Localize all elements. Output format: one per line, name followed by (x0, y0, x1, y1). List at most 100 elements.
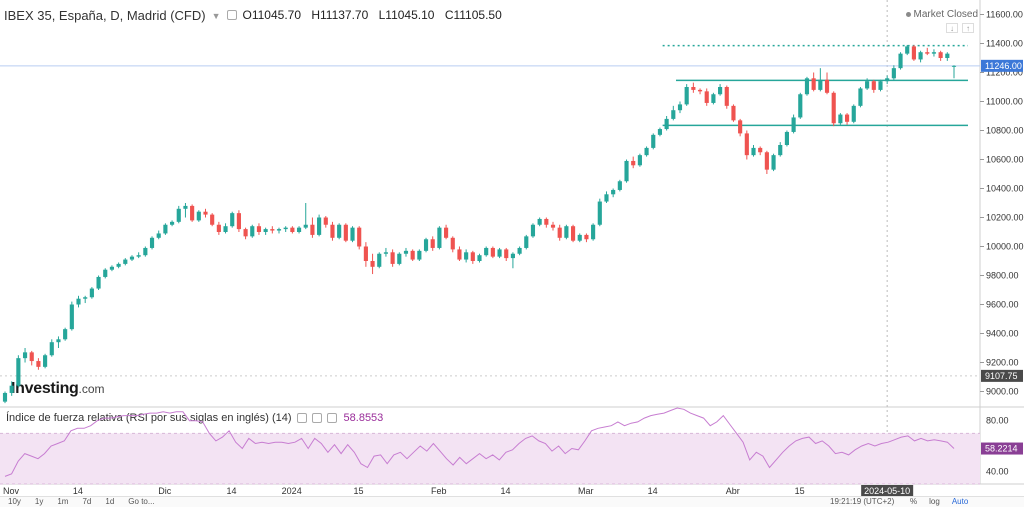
candle (878, 79, 883, 92)
time-tick-label: 14 (227, 486, 237, 496)
timeframe-buttons: 10y 1y 1m 7d 1d Go to... (8, 497, 155, 506)
price-tick-label: 10200.00 (986, 213, 1024, 223)
price-tick-label: 10000.00 (986, 242, 1024, 252)
candle (617, 179, 622, 192)
candle-body (524, 236, 529, 248)
candle-body (223, 226, 228, 232)
price-tag-box (981, 369, 1023, 382)
price-tag-label: 11246.00 (985, 61, 1022, 71)
candle-body (323, 217, 328, 225)
candle-body (76, 298, 81, 305)
candle-body (470, 252, 475, 261)
candle-body (170, 221, 175, 225)
candle-body (370, 261, 375, 267)
candle (851, 104, 856, 124)
scale-options: % log Auto (910, 497, 968, 506)
candle (510, 252, 515, 269)
candle-body (69, 304, 74, 330)
candle-body (570, 226, 576, 241)
candle-body (918, 52, 923, 60)
auto-toggle[interactable]: Auto (951, 497, 969, 506)
candle (123, 258, 128, 266)
price-tick-label: 10400.00 (986, 184, 1024, 194)
candle-body (103, 269, 108, 277)
price-tick-label: 9200.00 (986, 358, 1019, 368)
candle (784, 130, 789, 147)
candle-body (230, 213, 235, 227)
candle (196, 210, 201, 222)
price-tag-label: 9107.75 (985, 371, 1018, 381)
rsi-remove-icon[interactable] (326, 413, 337, 423)
rsi-band (0, 433, 980, 484)
candle-body (303, 224, 308, 228)
percent-toggle[interactable]: % (910, 497, 918, 506)
chart-canvas[interactable]: 9000.00 9200.00 9400.00 9600.00 9800.00 10000… (0, 0, 1024, 496)
candle-body (724, 87, 729, 106)
candle (176, 205, 181, 224)
candle-body (631, 160, 636, 166)
price-tick-label: 11400.00 (986, 39, 1023, 49)
candle-body (691, 87, 696, 90)
rsi-title[interactable]: Índice de fuerza relativa (RSI por sus s… (6, 412, 292, 424)
logo-brand: Investing (11, 380, 79, 397)
tf-1d[interactable]: 1d (105, 497, 115, 506)
time-axis[interactable]: Nov14Dic14202415Feb14Mar14Abr15May (3, 486, 902, 496)
price-tick-label: 9800.00 (986, 271, 1019, 281)
candle-body (824, 79, 830, 93)
candle (591, 223, 596, 241)
candle (149, 236, 155, 250)
candle (390, 249, 395, 267)
price-axis[interactable]: 9000.00 9200.00 9400.00 9600.00 9800.00 10000… (980, 10, 1024, 477)
candle-body (504, 249, 509, 259)
candle (210, 213, 215, 227)
scale-down-button[interactable]: ↓ (946, 23, 958, 33)
candle (430, 236, 435, 251)
rsi-settings-icon[interactable] (311, 413, 322, 423)
rsi-visibility-icon[interactable] (296, 413, 307, 423)
candle (537, 217, 542, 227)
log-toggle[interactable]: log (929, 497, 940, 506)
goto-button[interactable]: Go to... (128, 497, 155, 506)
candle-body (183, 205, 188, 209)
candle-body (243, 229, 248, 237)
open-value: O11045.70 (242, 8, 302, 22)
tf-1m[interactable]: 1m (57, 497, 69, 506)
visibility-toggle-icon[interactable] (226, 10, 237, 20)
candle (296, 226, 302, 234)
crosshair-date-tag (861, 485, 914, 496)
candle (43, 353, 48, 369)
candle (310, 217, 315, 238)
candle-body (644, 147, 649, 156)
candle-body (938, 52, 943, 58)
time-tick-label: Mar (578, 486, 594, 496)
candle (56, 336, 61, 348)
candle-body (657, 129, 663, 135)
candle-body (263, 229, 268, 232)
horizontal-levels (0, 44, 980, 127)
instrument-title[interactable]: IBEX 35, España, D, Madrid (CFD) (4, 7, 206, 23)
candle-body (423, 239, 429, 251)
tf-10y[interactable]: 10y (8, 497, 21, 506)
candle-body (43, 355, 48, 367)
candle (343, 223, 348, 243)
candle-body (363, 246, 368, 261)
candle (403, 247, 409, 257)
tf-7d[interactable]: 7d (82, 497, 92, 506)
candle (464, 249, 469, 263)
candle (49, 339, 54, 357)
candle-body (437, 227, 442, 248)
scale-up-button[interactable]: ↑ (962, 23, 974, 33)
candle (370, 253, 375, 275)
tf-1y[interactable]: 1y (34, 497, 44, 506)
price-tick-label: 9600.00 (986, 300, 1019, 310)
candle-body (337, 224, 342, 238)
candle-body (216, 224, 221, 232)
chevron-down-icon[interactable]: ▼ (211, 10, 221, 21)
candle-body (871, 81, 876, 90)
rsi-tick-label: 40.00 (986, 466, 1009, 476)
candle-body (577, 234, 582, 241)
candle-body (83, 297, 88, 299)
price-tick-label: 11000.00 (986, 97, 1023, 107)
candle (584, 233, 589, 243)
candle-body (357, 227, 362, 247)
